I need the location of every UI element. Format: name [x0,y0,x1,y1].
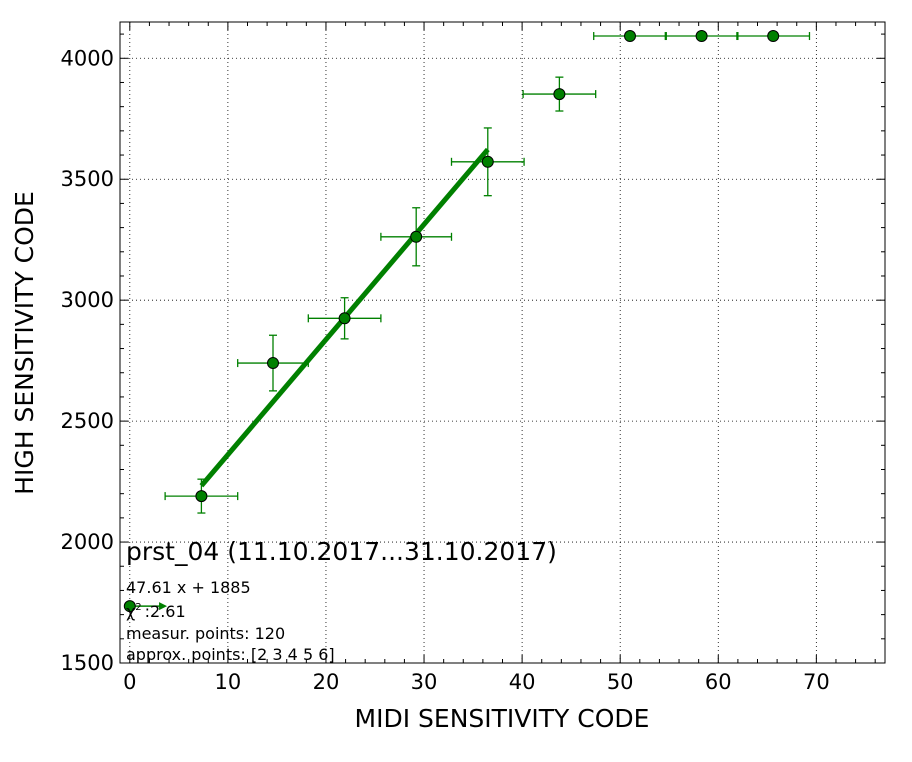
plot-frame [119,21,886,664]
chi-superscript: 2 [135,602,141,613]
data-point [624,30,636,43]
annotation-measur-points: measur. points: 120 [126,624,285,643]
y-tick-label: 2000 [61,530,114,554]
y-tick-label: 2500 [61,409,114,433]
x-tick-label: 70 [803,670,830,694]
x-tick-label: 10 [215,670,242,694]
y-tick-label: 1500 [61,651,114,675]
chi-symbol: χ [126,602,135,621]
data-point [767,30,780,43]
annotation-title: prst_04 (11.10.2017...31.10.2017) [126,537,557,566]
data-point [410,230,423,243]
y-tick-label: 3500 [61,167,114,191]
legend-arrow-head [159,602,168,611]
x-tick-label: 0 [123,670,136,694]
x-tick-label: 30 [411,670,438,694]
data-point [695,30,708,43]
data-point [267,357,279,370]
y-tick-label: 3000 [61,288,114,312]
annotation-chi-square: χ2 :2.61 [126,602,186,621]
data-point [481,155,494,168]
x-axis-title: MIDI SENSITIVITY CODE [355,704,650,733]
y-axis-title: HIGH SENSITIVITY CODE [10,191,39,495]
x-tick-label: 50 [607,670,634,694]
annotation-approx-points: approx. points: [2 3 4 5 6] [126,645,335,664]
data-point [195,490,208,503]
x-tick-label: 40 [509,670,536,694]
tick-labels: 0 10 20 30 40 50 60 70 1500 2000 2500 3000 3500 4000 [61,46,830,694]
annotation-equation: 47.61 x + 1885 [126,578,251,597]
data-point [553,88,566,101]
x-tick-label: 60 [705,670,732,694]
legend-marker [123,600,136,613]
data-points [195,30,780,503]
axis-ticks [120,22,885,664]
y-tick-label: 4000 [61,46,114,70]
chi-value: :2.61 [145,602,186,621]
plot-background [120,22,885,663]
x-tick-label: 20 [313,670,340,694]
data-point [338,312,351,325]
legend-marker-group [123,600,168,613]
